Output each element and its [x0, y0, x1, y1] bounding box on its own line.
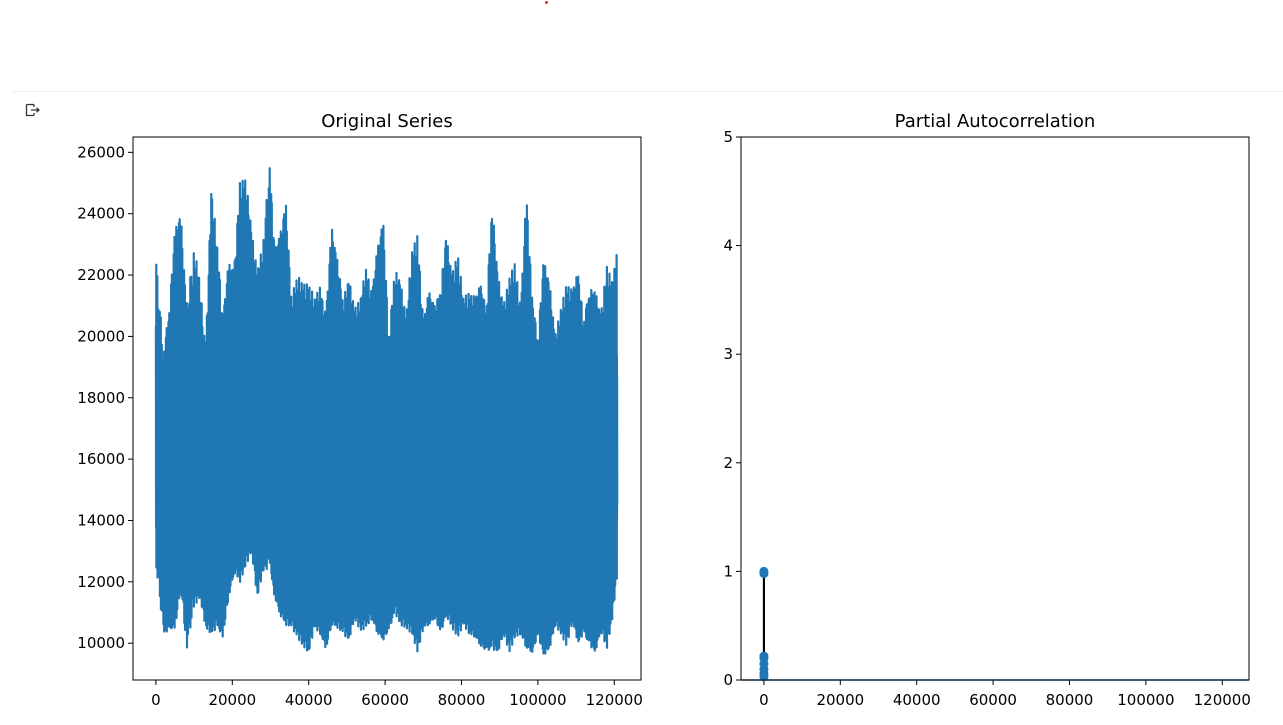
stem-marker	[759, 569, 769, 579]
y-tick-label: 12000	[77, 573, 125, 591]
series-line	[154, 167, 619, 655]
x-tick-label: 0	[759, 691, 769, 709]
x-tick-label: 60000	[361, 691, 409, 709]
partial-autocorrelation-panel: Partial Autocorrelation 0 20000 40000 60000…	[723, 111, 1250, 709]
x-tick-label: 60000	[969, 691, 1017, 709]
y-tick-label: 20000	[77, 327, 125, 345]
x-tick-label: 20000	[208, 691, 256, 709]
x-tick-label: 0	[151, 691, 161, 709]
x-tick-label: 20000	[816, 691, 864, 709]
y-tick-label: 3	[723, 345, 733, 363]
y-tick-label: 1	[723, 562, 733, 580]
x-tick-label: 120000	[586, 691, 643, 709]
x-tick-label: 80000	[1046, 691, 1094, 709]
y-tick-label: 0	[723, 671, 733, 689]
y-tick-label: 5	[723, 128, 733, 146]
plot-frame	[740, 136, 1250, 681]
x-tick-label: 40000	[893, 691, 941, 709]
y-tick-label: 24000	[77, 205, 125, 223]
y-tick-label: 10000	[77, 634, 125, 652]
output-toggle-icon[interactable]	[25, 103, 41, 117]
x-tick-label: 100000	[1117, 691, 1174, 709]
y-tick-label: 14000	[77, 511, 125, 529]
x-tick-label: 100000	[509, 691, 566, 709]
plot-frame	[132, 136, 642, 681]
chart-title: Original Series	[321, 111, 453, 132]
stem-marker	[759, 672, 769, 682]
cell-separator	[12, 91, 1283, 92]
y-tick-label: 16000	[77, 450, 125, 468]
y-tick-label: 18000	[77, 389, 125, 407]
chart-title: Partial Autocorrelation	[895, 111, 1096, 132]
x-tick-label: 40000	[285, 691, 333, 709]
original-series-panel: Original Series 0 20000 40000 60000 80000 100…	[77, 111, 643, 709]
status-dot	[545, 1, 548, 4]
y-tick-label: 22000	[77, 266, 125, 284]
y-tick-label: 2	[723, 454, 733, 472]
x-tick-label: 80000	[438, 691, 486, 709]
y-tick-label: 4	[723, 237, 733, 255]
x-tick-label: 120000	[1194, 691, 1251, 709]
y-tick-label: 26000	[77, 143, 125, 161]
